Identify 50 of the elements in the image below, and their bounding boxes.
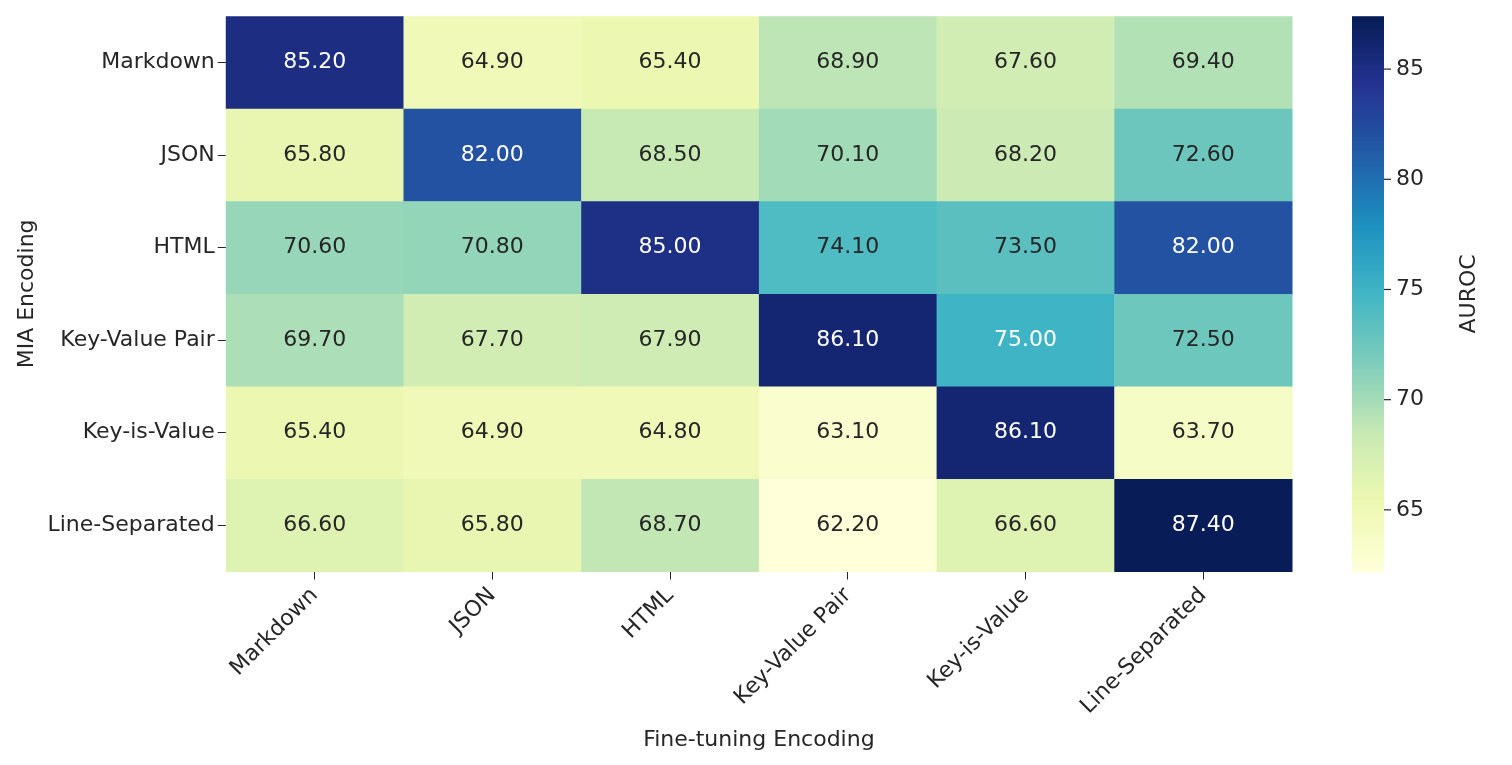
y-tick-label: HTML	[153, 233, 216, 259]
y-tick-label: JSON	[158, 140, 215, 166]
data-label: 86.10	[816, 325, 880, 351]
data-label: 67.70	[460, 325, 524, 351]
data-label: 72.50	[1171, 325, 1235, 351]
data-label: 67.90	[638, 325, 702, 351]
data-label: 82.00	[1171, 233, 1235, 259]
data-label: 64.90	[460, 48, 524, 74]
data-label: 64.90	[460, 418, 524, 444]
data-label: 70.80	[460, 233, 524, 259]
data-label: 68.70	[638, 511, 702, 537]
color-bar-title: AUROC	[1454, 254, 1480, 334]
data-label: 70.60	[283, 233, 347, 259]
data-label: 65.40	[638, 48, 702, 74]
data-label: 73.50	[993, 233, 1057, 259]
color-bar-label: 70	[1396, 385, 1424, 411]
color-bar-label: 65	[1396, 495, 1424, 521]
y-axis-title: MIA Encoding	[12, 219, 38, 369]
data-label: 86.10	[993, 418, 1057, 444]
data-label: 67.60	[993, 48, 1057, 74]
data-label: 70.10	[816, 140, 880, 166]
data-label: 69.70	[283, 325, 347, 351]
y-tick-label: Key-is-Value	[82, 418, 215, 444]
data-label: 65.80	[460, 511, 524, 537]
y-tick-label: Markdown	[101, 48, 215, 74]
data-label: 65.80	[283, 140, 347, 166]
data-label: 87.40	[1171, 511, 1235, 537]
data-label: 74.10	[816, 233, 880, 259]
data-label: 68.20	[993, 140, 1057, 166]
data-label: 82.00	[460, 140, 524, 166]
data-label: 85.20	[283, 48, 347, 74]
color-bar-label: 75	[1396, 275, 1424, 301]
data-label: 65.40	[283, 418, 347, 444]
data-label: 64.80	[638, 418, 702, 444]
data-label: 68.50	[638, 140, 702, 166]
data-label: 72.60	[1171, 140, 1235, 166]
data-label: 62.20	[816, 511, 880, 537]
data-label: 63.70	[1171, 418, 1235, 444]
data-label: 75.00	[993, 325, 1057, 351]
data-label: 69.40	[1171, 48, 1235, 74]
data-label: 68.90	[816, 48, 880, 74]
color-bar-label: 85	[1396, 54, 1424, 80]
data-label: 63.10	[816, 418, 880, 444]
data-label: 85.00	[638, 233, 702, 259]
x-axis-title: Fine-tuning Encoding	[643, 725, 875, 751]
data-label: 66.60	[993, 511, 1057, 537]
y-tick-label: Key-Value Pair	[60, 325, 216, 351]
y-tick-label: Line-Separated	[47, 511, 215, 537]
data-label: 66.60	[283, 511, 347, 537]
color-bar-label: 80	[1396, 165, 1424, 190]
